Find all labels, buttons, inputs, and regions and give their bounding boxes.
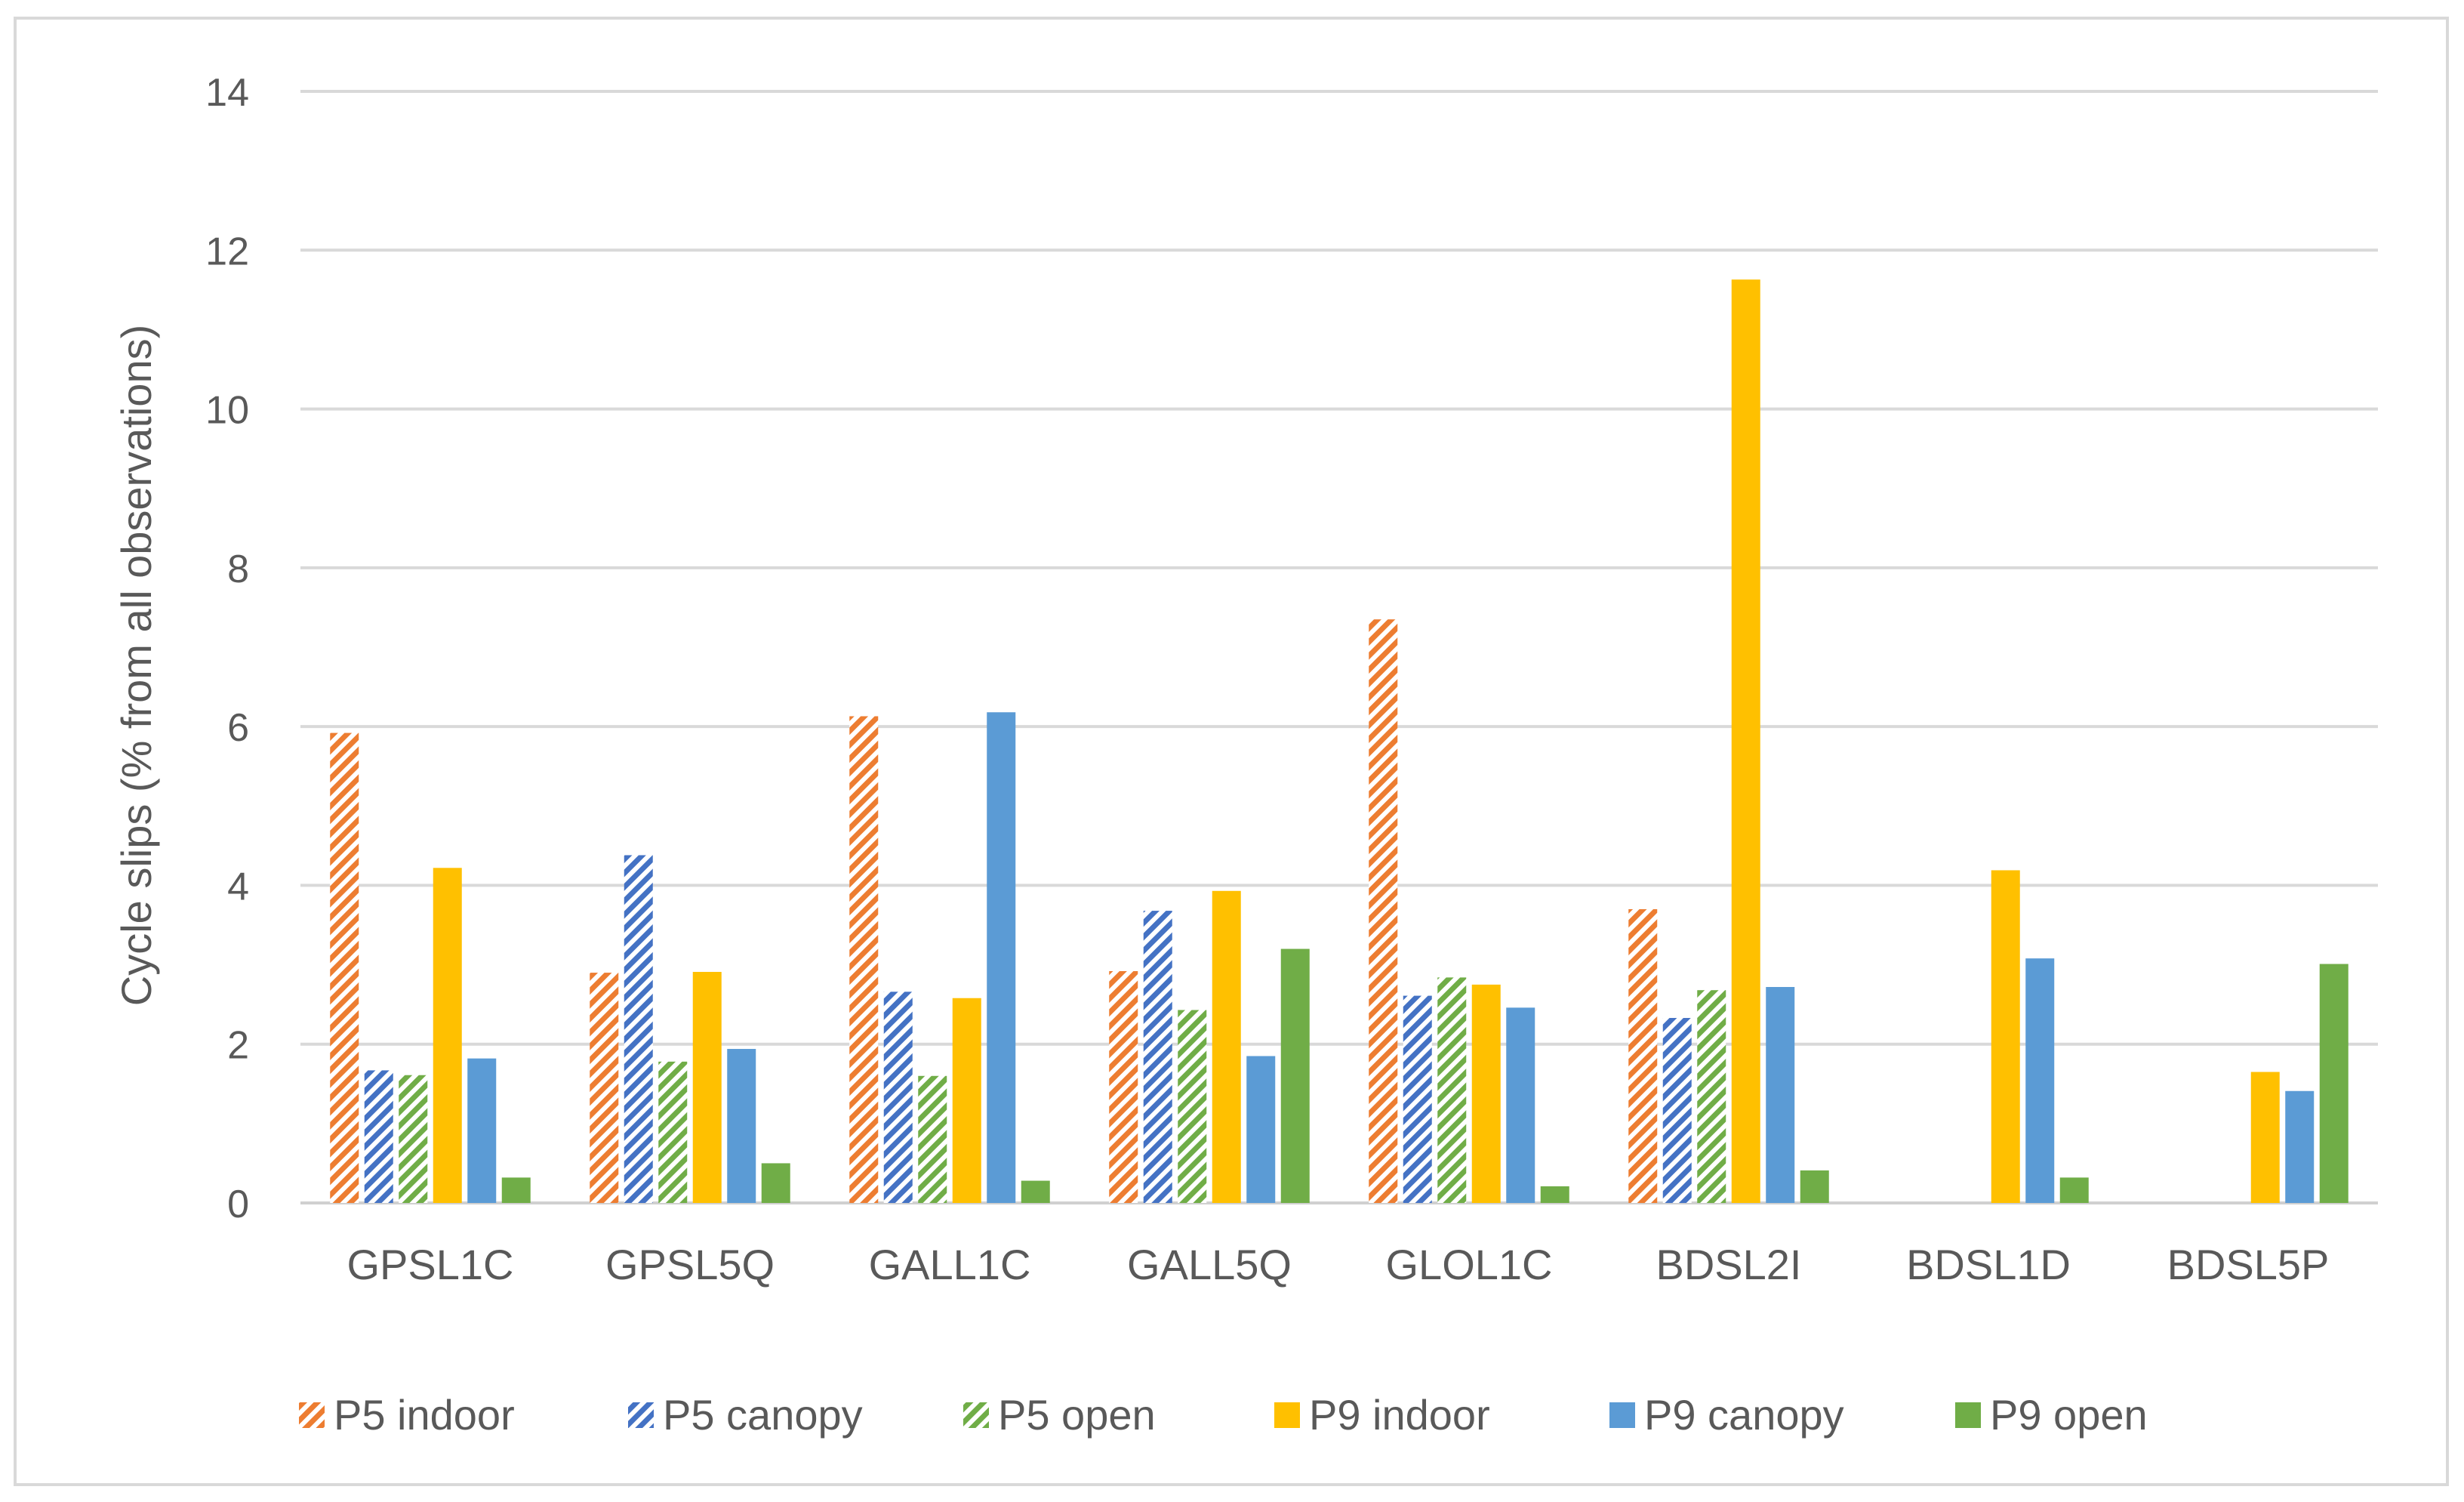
bar xyxy=(501,1177,531,1203)
bar xyxy=(590,973,619,1203)
legend-item: P9 open xyxy=(1955,1391,2148,1439)
x-tick-label: GPSL5Q xyxy=(605,1241,775,1288)
legend-item: P5 open xyxy=(963,1391,1156,1439)
x-tick-label: GALL1C xyxy=(869,1241,1031,1288)
chart-frame: 0 2 4 6 8 10 12 14 GPSL1C GPSL5Q GALL1C GALL5Q GLOL… xyxy=(14,17,2449,1486)
bar xyxy=(883,992,913,1203)
legend-label: P9 canopy xyxy=(1644,1391,1844,1439)
bar xyxy=(2285,1090,2315,1203)
bar xyxy=(987,712,1016,1203)
bar xyxy=(2250,1072,2280,1203)
x-axis-ticks: GPSL1C GPSL5Q GALL1C GALL5Q GLOL1C BDSL2I BDSL… xyxy=(347,1241,2330,1288)
x-tick-label: GALL5Q xyxy=(1127,1241,1292,1288)
bar xyxy=(1628,908,1658,1203)
legend-item: P5 canopy xyxy=(628,1391,863,1439)
legend-item: P9 canopy xyxy=(1609,1391,1844,1439)
bar xyxy=(952,998,981,1203)
bar xyxy=(1143,911,1172,1203)
bar xyxy=(1178,1010,1207,1203)
bar xyxy=(2025,958,2055,1203)
x-tick-label: BDSL1D xyxy=(1906,1241,2071,1288)
bar xyxy=(1991,870,2020,1203)
legend-label: P9 open xyxy=(1990,1391,2148,1439)
legend-item: P5 indoor xyxy=(299,1391,515,1439)
bar xyxy=(1506,1007,1535,1203)
bar xyxy=(1280,948,1310,1203)
bar xyxy=(2059,1177,2089,1203)
bar xyxy=(399,1075,428,1203)
bar xyxy=(1662,1018,1692,1203)
bar xyxy=(1471,984,1501,1203)
x-tick-label: BDSL2I xyxy=(1656,1241,1802,1288)
y-tick-label: 4 xyxy=(227,865,249,908)
x-tick-label: BDSL5P xyxy=(2167,1241,2330,1288)
legend-label: P9 indoor xyxy=(1309,1391,1490,1439)
legend-label: P5 open xyxy=(998,1391,1156,1439)
bar-chart: 0 2 4 6 8 10 12 14 GPSL1C GPSL5Q GALL1C GALL5Q GLOL… xyxy=(112,71,2378,1439)
y-axis-label: Cycle slips (% from all observations) xyxy=(112,325,160,1006)
bar xyxy=(849,716,879,1203)
legend-label: P5 canopy xyxy=(663,1391,863,1439)
bar xyxy=(1021,1180,1050,1203)
bar xyxy=(1109,970,1138,1203)
bar xyxy=(1369,619,1398,1203)
legend-swatch xyxy=(1955,1402,1981,1428)
bar xyxy=(330,732,359,1203)
bar xyxy=(761,1163,790,1203)
x-tick-label: GLOL1C xyxy=(1386,1241,1553,1288)
y-tick-label: 2 xyxy=(227,1024,249,1068)
legend-swatch xyxy=(299,1402,325,1428)
bar xyxy=(1540,1186,1569,1203)
bar xyxy=(433,868,462,1203)
bar xyxy=(1731,279,1760,1203)
y-tick-label: 10 xyxy=(205,389,249,433)
bar xyxy=(1697,990,1726,1203)
legend-swatch xyxy=(963,1402,989,1428)
y-tick-label: 0 xyxy=(227,1183,249,1226)
bar xyxy=(918,1075,947,1203)
legend-swatch xyxy=(1274,1402,1300,1428)
y-tick-label: 8 xyxy=(227,547,249,591)
x-tick-label: GPSL1C xyxy=(347,1241,514,1288)
bar xyxy=(2319,964,2348,1203)
legend-swatch xyxy=(628,1402,654,1428)
y-tick-label: 12 xyxy=(205,230,249,273)
bar xyxy=(364,1070,393,1203)
bar xyxy=(1246,1056,1276,1203)
bar xyxy=(658,1061,688,1203)
y-tick-label: 6 xyxy=(227,706,249,750)
bar xyxy=(1766,987,1795,1203)
legend-swatch xyxy=(1609,1402,1635,1428)
legend-item: P9 indoor xyxy=(1274,1391,1490,1439)
bar xyxy=(1212,890,1241,1203)
bar xyxy=(727,1049,756,1203)
bar xyxy=(1437,977,1467,1203)
bar xyxy=(624,855,653,1203)
y-axis-ticks: 0 2 4 6 8 10 12 14 xyxy=(205,71,249,1226)
bar xyxy=(692,972,722,1203)
bar xyxy=(1403,995,1432,1203)
legend: P5 indoor P5 canopy P5 open P9 indoor P9 can… xyxy=(299,1391,2148,1439)
bars xyxy=(330,279,2348,1203)
bar xyxy=(1800,1170,1829,1203)
legend-label: P5 indoor xyxy=(334,1391,515,1439)
bar xyxy=(467,1058,497,1203)
y-tick-label: 14 xyxy=(205,71,249,115)
